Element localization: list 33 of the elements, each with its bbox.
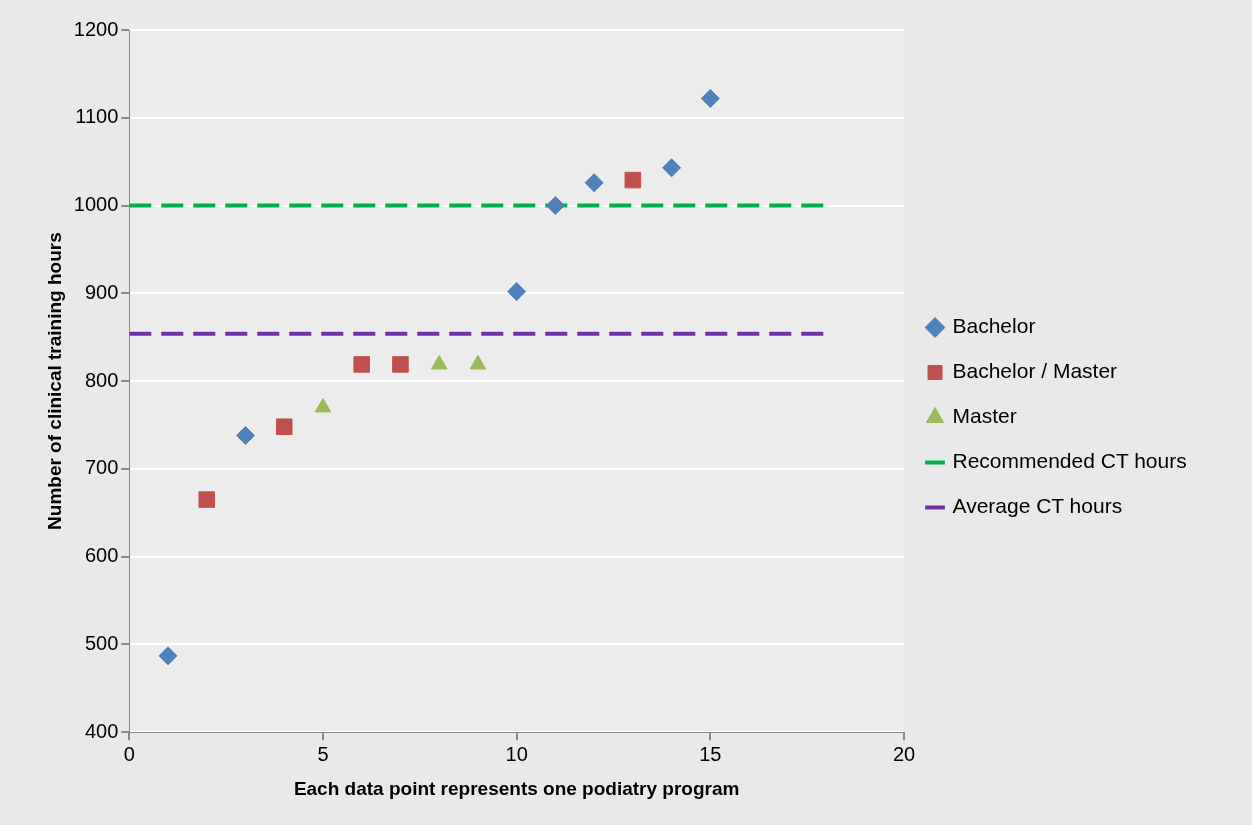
point	[236, 426, 255, 446]
x-tick-label: 10	[505, 742, 528, 765]
legend-label: Master	[952, 404, 1017, 428]
point	[545, 196, 565, 216]
x-tick-label: 5	[317, 742, 329, 765]
y-tick-label: 900	[84, 280, 119, 303]
legend-label: Recommended CT hours	[952, 449, 1187, 473]
x-axis-title: Each data point represents one podiatry program	[293, 777, 740, 799]
y-tick-label: 600	[84, 544, 119, 567]
x-tick-label: 15	[699, 742, 722, 765]
point	[392, 356, 409, 373]
legend-label: Bachelor	[952, 314, 1036, 338]
x-tick-label: 0	[123, 742, 135, 765]
point	[158, 646, 178, 666]
y-tick-label: 400	[84, 719, 119, 742]
y-tick-label: 500	[84, 631, 119, 654]
point	[700, 88, 720, 108]
y-tick-label: 1000	[73, 193, 119, 216]
y-tick-label: 700	[84, 456, 119, 479]
point	[507, 282, 527, 302]
point	[662, 158, 682, 178]
point	[584, 173, 604, 193]
point	[624, 171, 642, 189]
y-tick-label: 1100	[75, 105, 119, 128]
x-tick-label: 20	[892, 742, 916, 765]
point	[198, 491, 216, 508]
y-axis-title: Number of clinical training hours	[43, 232, 65, 530]
point	[275, 418, 293, 436]
y-tick-label: 800	[84, 368, 119, 391]
point	[353, 356, 370, 373]
legend-label: Average CT hours	[952, 494, 1123, 518]
legend-label: Bachelor / Master	[952, 359, 1118, 383]
y-tick-label: 1200	[73, 17, 119, 40]
